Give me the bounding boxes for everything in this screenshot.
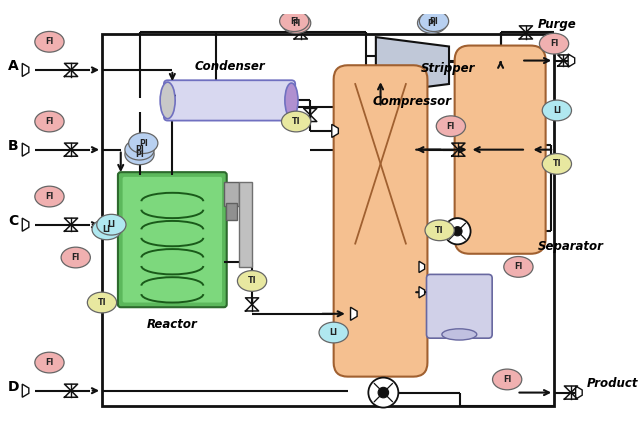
Text: C: C [8, 214, 19, 228]
Ellipse shape [97, 214, 126, 235]
Text: LI: LI [553, 106, 561, 115]
Ellipse shape [35, 186, 64, 207]
Ellipse shape [282, 111, 311, 132]
Ellipse shape [160, 82, 175, 119]
Circle shape [369, 378, 398, 407]
Ellipse shape [425, 220, 454, 241]
Text: LI: LI [102, 225, 111, 234]
FancyBboxPatch shape [426, 275, 492, 338]
Text: TI: TI [98, 298, 106, 307]
Ellipse shape [540, 33, 569, 54]
Polygon shape [419, 286, 424, 298]
Text: Separator: Separator [538, 240, 604, 253]
Text: TI: TI [552, 159, 561, 169]
Ellipse shape [282, 13, 311, 33]
Text: PI: PI [135, 150, 144, 159]
Ellipse shape [417, 13, 447, 33]
Ellipse shape [419, 11, 449, 32]
Ellipse shape [129, 133, 158, 154]
Text: FI: FI [550, 39, 558, 48]
Circle shape [453, 227, 462, 236]
Polygon shape [419, 261, 424, 272]
Text: LI: LI [330, 328, 338, 337]
Text: Stripper: Stripper [421, 62, 476, 75]
Ellipse shape [35, 352, 64, 373]
Text: FI: FI [503, 375, 511, 384]
Text: FI: FI [292, 18, 300, 28]
Text: A: A [8, 59, 19, 73]
Text: TI: TI [248, 276, 257, 286]
Ellipse shape [285, 83, 298, 118]
Polygon shape [575, 386, 582, 399]
Ellipse shape [493, 369, 522, 390]
Text: FI: FI [514, 262, 523, 271]
Ellipse shape [280, 11, 309, 32]
Text: FI: FI [45, 192, 54, 201]
FancyBboxPatch shape [224, 183, 239, 206]
Ellipse shape [35, 111, 64, 132]
Text: PI: PI [135, 145, 144, 154]
Text: Purge: Purge [538, 18, 577, 31]
Text: FI: FI [45, 117, 54, 126]
Ellipse shape [87, 292, 116, 313]
Ellipse shape [436, 116, 465, 136]
Text: TI: TI [292, 117, 300, 126]
FancyBboxPatch shape [226, 203, 237, 220]
Text: FI: FI [45, 358, 54, 367]
Text: FI: FI [290, 17, 298, 26]
Text: PI: PI [429, 17, 438, 26]
FancyBboxPatch shape [454, 46, 546, 254]
Text: Condenser: Condenser [194, 60, 265, 73]
Ellipse shape [442, 329, 477, 340]
FancyBboxPatch shape [239, 183, 252, 267]
Ellipse shape [125, 144, 154, 165]
Ellipse shape [237, 271, 267, 291]
FancyBboxPatch shape [333, 65, 428, 377]
Polygon shape [22, 218, 29, 231]
Ellipse shape [35, 31, 64, 52]
Polygon shape [22, 63, 29, 77]
Text: Compressor: Compressor [373, 95, 452, 108]
Text: D: D [8, 380, 20, 394]
Polygon shape [22, 143, 29, 156]
Text: FI: FI [447, 122, 455, 131]
Text: PI: PI [428, 18, 436, 28]
Ellipse shape [542, 100, 572, 121]
Ellipse shape [542, 154, 572, 174]
Ellipse shape [319, 322, 348, 343]
FancyBboxPatch shape [164, 80, 295, 121]
Text: Product: Product [587, 377, 638, 390]
Text: LI: LI [108, 220, 115, 229]
Polygon shape [351, 307, 357, 320]
FancyBboxPatch shape [123, 177, 222, 303]
Circle shape [378, 387, 388, 398]
FancyBboxPatch shape [118, 172, 227, 307]
Ellipse shape [92, 219, 122, 240]
Ellipse shape [125, 139, 154, 160]
Text: FI: FI [45, 37, 54, 46]
Ellipse shape [61, 247, 90, 268]
Ellipse shape [504, 257, 533, 277]
Text: FI: FI [72, 253, 80, 262]
Text: B: B [8, 139, 19, 153]
Text: TI: TI [435, 226, 444, 235]
Polygon shape [568, 54, 575, 67]
Circle shape [444, 218, 470, 244]
Text: PI: PI [139, 139, 148, 147]
Polygon shape [376, 37, 449, 93]
Polygon shape [22, 384, 29, 397]
Bar [102, 34, 554, 406]
Polygon shape [332, 125, 339, 137]
Text: Reactor: Reactor [147, 318, 198, 330]
